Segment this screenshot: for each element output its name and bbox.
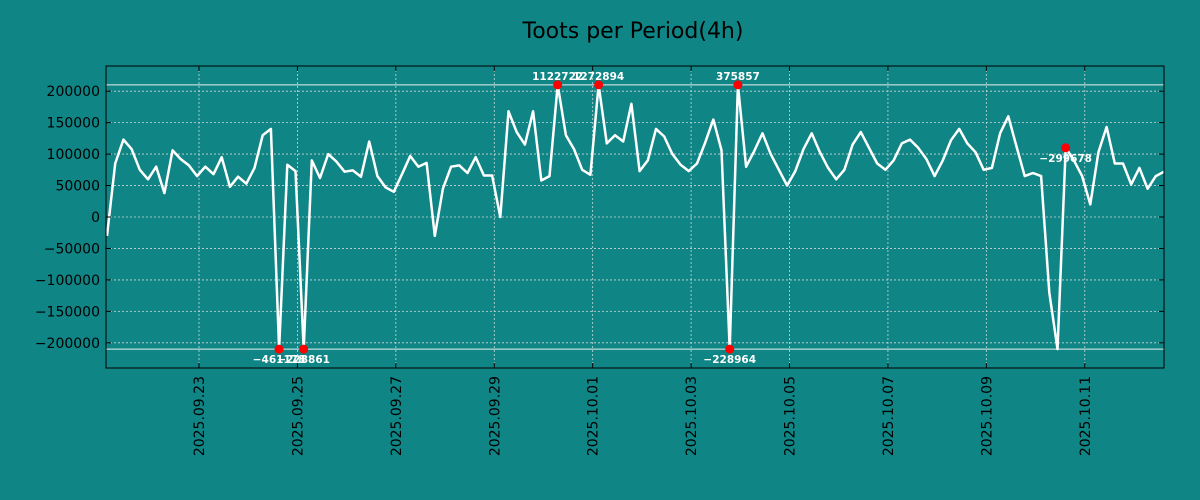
outlier-marker [553,80,563,90]
x-tick-label: 2025.10.09 [979,376,995,456]
y-tick-label: −150000 [35,304,100,320]
x-tick-label: 2025.10.11 [1078,376,1094,456]
outlier-marker [725,344,735,354]
x-tick-label: 2025.09.25 [290,376,306,456]
x-tick-label: 2025.10.01 [586,376,602,456]
annotation-label: 1272894 [573,71,624,83]
annotation-label: 1122722 [532,71,583,83]
x-tick-label: 2025.09.27 [389,376,405,456]
y-tick-label: 200000 [47,84,100,100]
grid [106,66,1164,368]
x-tick-label: 2025.10.07 [881,376,897,456]
outlier-marker [733,80,743,90]
outlier-marker [299,344,309,354]
y-tick-label: 50000 [55,179,100,195]
y-tick-label: −100000 [35,273,100,289]
annotation-label: −228861 [277,354,330,366]
y-tick-label: −50000 [44,241,100,257]
series-line [105,83,1165,351]
x-tick-label: 2025.09.23 [192,376,208,456]
y-tick-label: −200000 [35,336,100,352]
y-tick-label: 100000 [47,147,100,163]
annotation-label: 375857 [716,71,760,83]
outlier-marker [594,80,604,90]
x-tick-label: 2025.10.05 [783,376,799,456]
y-tick-label: 150000 [47,116,100,132]
chart-title: Toots per Period(4h) [522,19,744,44]
axes: 200000 150000 100000 50000 0 −50000 −100000 −15… [35,66,1164,456]
series-line-layer [105,83,1165,351]
annotation-label: −228964 [703,354,756,366]
outlier-marker [274,344,284,354]
y-tick-label: 0 [91,210,100,226]
outlier-markers [274,80,1071,354]
x-tick-label: 2025.09.29 [487,376,503,456]
outlier-marker [1061,143,1071,153]
x-tick-label: 2025.10.03 [684,376,700,456]
annotation-label: −461178 [253,354,306,366]
annotation-label: −299678 [1039,153,1092,165]
